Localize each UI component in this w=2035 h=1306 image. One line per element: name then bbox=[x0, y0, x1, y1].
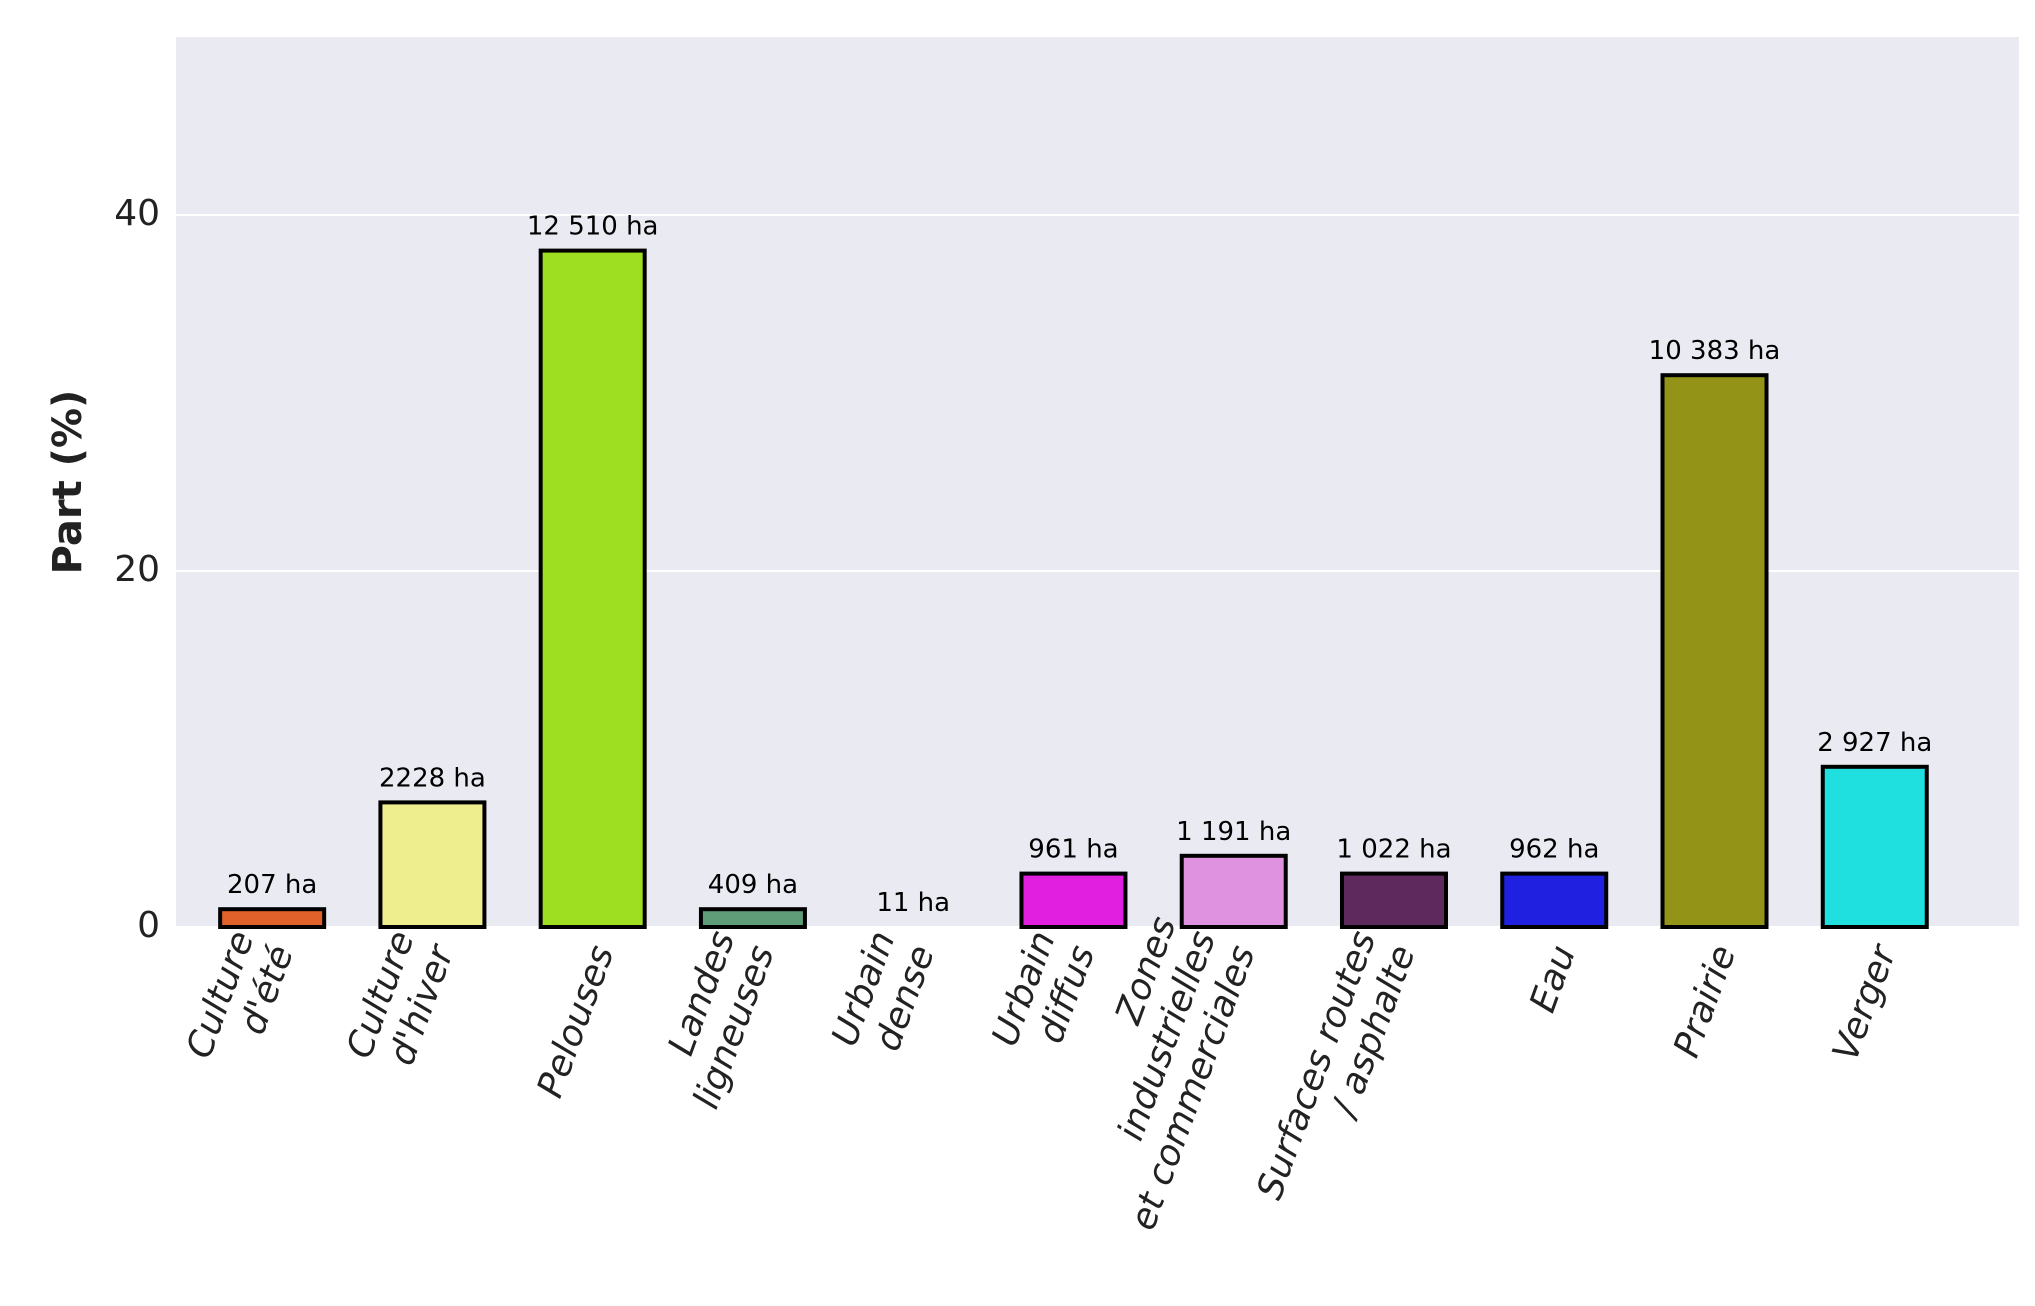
x-tick-label: Prairie bbox=[1666, 940, 1744, 1063]
y-tick-label: 0 bbox=[137, 905, 160, 946]
bar bbox=[378, 800, 487, 930]
x-tick-label-line: Pelouses bbox=[530, 940, 623, 1103]
x-tick-label: Landesligneuses bbox=[646, 926, 782, 1114]
x-tick-label-line: Eau bbox=[1522, 940, 1584, 1018]
x-tick-label: Urbaindiffus bbox=[985, 926, 1104, 1066]
x-tick-label: Cultured'été bbox=[179, 926, 302, 1078]
bar-annotation: 2228 ha bbox=[379, 763, 486, 793]
y-tick-label: 20 bbox=[114, 549, 160, 590]
x-tick-label: Pelouses bbox=[530, 940, 623, 1103]
x-tick-label: Surfaces routes/ asphalte bbox=[1249, 926, 1423, 1219]
bar-annotation: 2 927 ha bbox=[1817, 728, 1932, 758]
y-tick-label: 40 bbox=[114, 193, 160, 234]
bar bbox=[1339, 871, 1448, 929]
bar-annotation: 961 ha bbox=[1028, 835, 1118, 865]
bar-annotation: 11 ha bbox=[876, 888, 950, 918]
bar bbox=[218, 907, 327, 930]
bar bbox=[1660, 373, 1769, 929]
y-axis-label: Part (%) bbox=[45, 390, 91, 575]
x-tick-label: Urbaindense bbox=[824, 926, 943, 1066]
x-tick-label: Eau bbox=[1522, 940, 1584, 1018]
bar bbox=[1179, 853, 1288, 929]
bar bbox=[538, 248, 647, 930]
bar-annotation: 10 383 ha bbox=[1649, 336, 1781, 366]
bar-annotation: 409 ha bbox=[708, 870, 798, 900]
x-tick-label: Cultured'hiver bbox=[339, 924, 463, 1078]
x-tick-label-line: Prairie bbox=[1666, 940, 1744, 1063]
bar-annotation: 962 ha bbox=[1509, 835, 1599, 865]
bar-annotation: 207 ha bbox=[227, 870, 317, 900]
bar-annotation: 1 191 ha bbox=[1176, 817, 1291, 847]
bar-annotation: 12 510 ha bbox=[527, 212, 659, 242]
x-tick-label: Verger bbox=[1825, 938, 1905, 1066]
bar bbox=[1820, 764, 1929, 929]
bar bbox=[1019, 871, 1128, 929]
bar bbox=[1500, 871, 1609, 929]
bar bbox=[698, 907, 807, 930]
bar-annotation: 1 022 ha bbox=[1336, 835, 1451, 865]
x-tick-label-line: Verger bbox=[1825, 938, 1905, 1066]
